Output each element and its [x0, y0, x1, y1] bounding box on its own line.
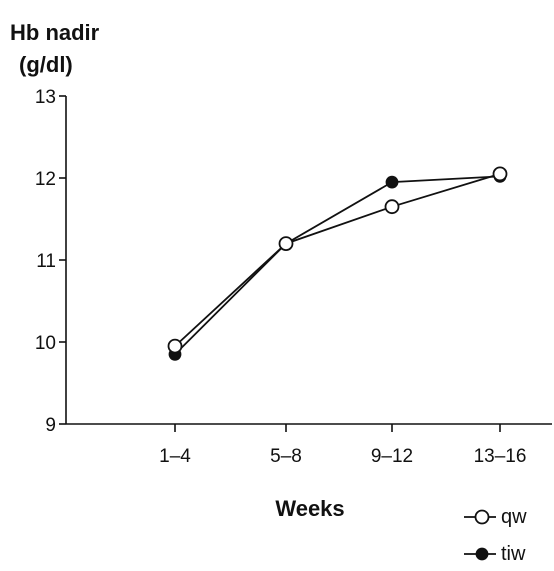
y-ticks: 9 10 11 12 13	[35, 87, 66, 436]
y-tick-label: 10	[35, 333, 56, 354]
data-point-qw	[384, 199, 400, 215]
y-tick-label: 13	[35, 87, 56, 108]
x-tick-label: 13–16	[474, 446, 527, 467]
y-axis-label-line1: Hb nadir	[10, 20, 100, 45]
series-lines	[174, 173, 501, 355]
data-point-qw	[167, 338, 183, 354]
x-tick-label: 1–4	[159, 446, 191, 467]
y-tick-label: 12	[35, 169, 56, 190]
legend-marker-tiw	[475, 547, 489, 561]
legend-marker-qw	[474, 509, 490, 525]
y-tick-label: 11	[36, 251, 56, 272]
data-point-qw	[492, 166, 508, 182]
legend: qw tiw	[464, 506, 527, 565]
series-line-tiw	[174, 175, 501, 355]
y-axis-label-line2: (g/dl)	[19, 52, 73, 77]
legend-label-tiw: tiw	[501, 543, 526, 565]
legend-label-qw: qw	[501, 506, 527, 528]
x-ticks: 1–4 5–8 9–12 13–16	[159, 424, 526, 467]
data-point-qw	[278, 236, 294, 252]
y-tick-label: 9	[45, 415, 56, 436]
data-point-tiw	[385, 175, 399, 189]
axes	[65, 96, 552, 425]
series-line-qw	[174, 173, 501, 347]
x-tick-label: 9–12	[371, 446, 413, 467]
x-tick-label: 5–8	[270, 446, 302, 467]
x-axis-label: Weeks	[275, 496, 344, 521]
series-points	[167, 166, 508, 361]
